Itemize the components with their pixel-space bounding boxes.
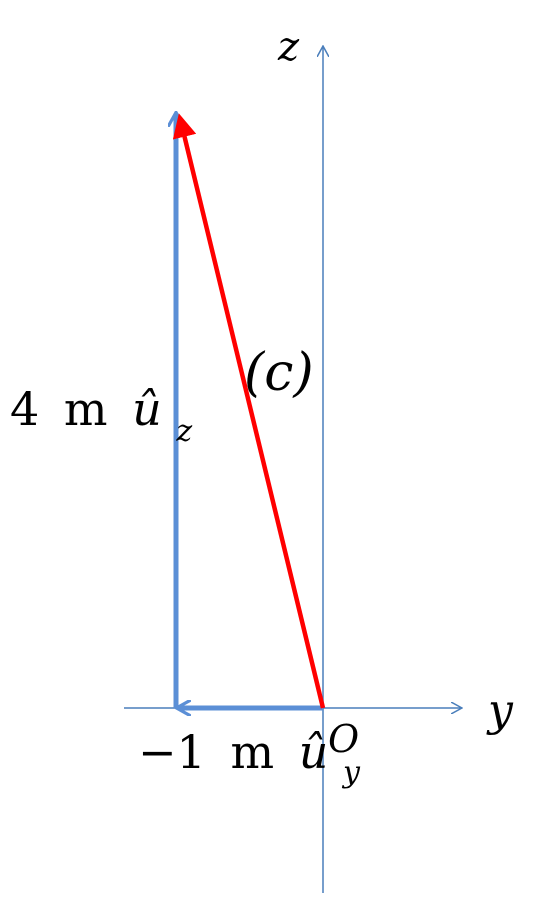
uy-unit-vector: û <box>299 725 329 779</box>
uy-component-label: −1 m û y <box>138 725 361 790</box>
uz-coefficient: 4 <box>10 382 39 436</box>
uy-subscript: y <box>341 755 361 790</box>
z-axis-label: z <box>277 24 300 70</box>
y-axis-label: y <box>486 685 514 736</box>
resultant-label: (c) <box>244 343 314 403</box>
uy-coefficient: −1 <box>138 725 206 779</box>
resultant-vector-c <box>172 113 326 709</box>
uy-unit: m <box>230 725 274 779</box>
uz-unit-vector: û <box>132 382 162 436</box>
uz-unit: m <box>64 382 108 436</box>
origin-label: O <box>328 717 359 761</box>
uz-subscript: z <box>175 414 192 449</box>
uz-component-label: 4 m û z <box>10 382 192 449</box>
